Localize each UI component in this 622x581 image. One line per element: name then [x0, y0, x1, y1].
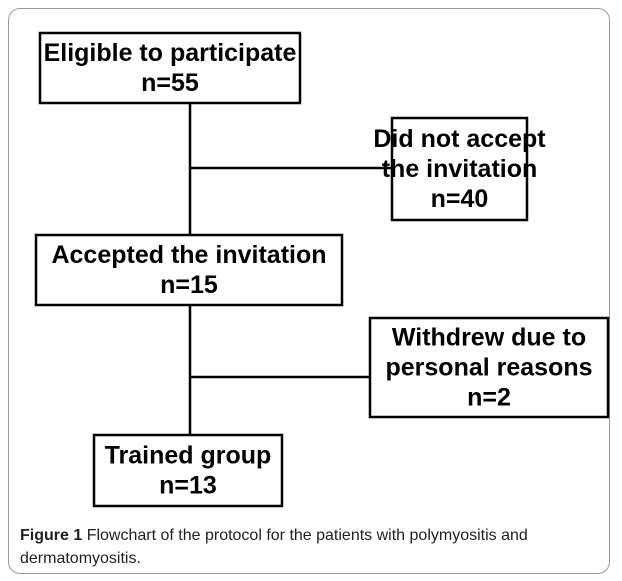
- caption-label: Figure 1: [20, 527, 83, 544]
- node-label: Accepted the invitation: [51, 241, 326, 269]
- node-label: n=55: [141, 69, 199, 97]
- node-box: [92, 433, 284, 508]
- node-label: n=15: [160, 271, 218, 299]
- node-label: Eligible to participate: [44, 39, 297, 67]
- node-label: Trained group: [105, 442, 272, 470]
- caption: Figure 1 Flowchart of the protocol for t…: [20, 524, 540, 570]
- node-label: n=13: [159, 472, 217, 500]
- node-label: Withdrew due to: [392, 324, 586, 352]
- node-label: the invitation: [382, 155, 538, 183]
- caption-text: Flowchart of the protocol for the patien…: [20, 527, 528, 567]
- node-box: [38, 31, 302, 105]
- figure-frame: [8, 8, 610, 574]
- node-label: n=2: [467, 384, 511, 412]
- node-box: [368, 316, 610, 419]
- node-label: n=40: [431, 185, 489, 213]
- node-label: Did not accept: [373, 125, 546, 153]
- node-box: [34, 233, 344, 307]
- node-label: personal reasons: [385, 354, 592, 382]
- node-box: [390, 116, 529, 222]
